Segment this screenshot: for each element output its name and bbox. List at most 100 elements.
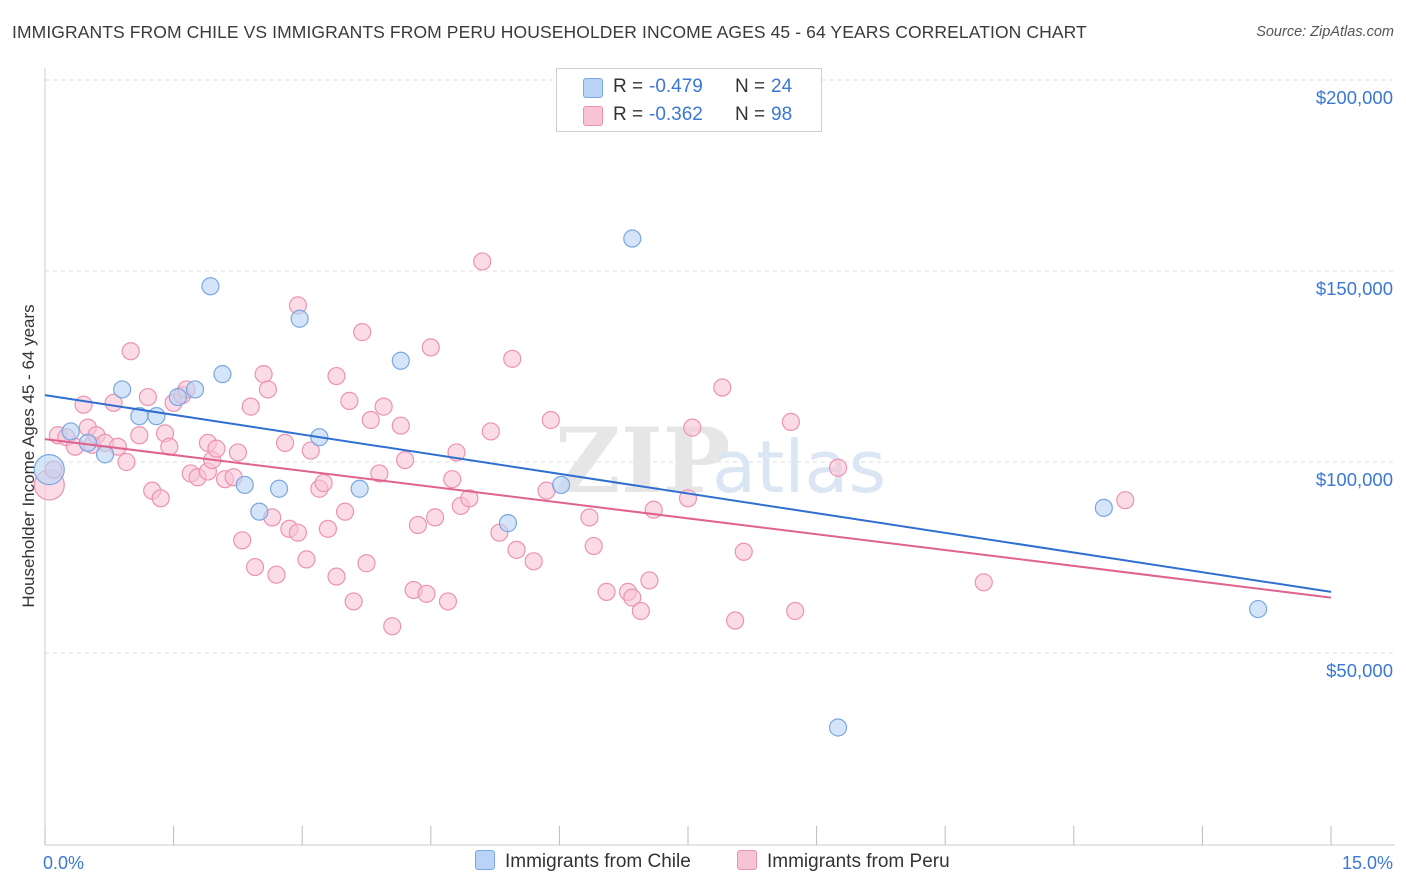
point-peru xyxy=(301,441,320,460)
point-chile xyxy=(95,445,115,464)
point-peru xyxy=(254,365,273,384)
point-chile xyxy=(113,380,132,399)
y-tick-label: $200,000 xyxy=(1316,87,1393,108)
point-peru xyxy=(541,410,560,430)
y-tick-label: $150,000 xyxy=(1316,278,1393,299)
point-chile xyxy=(213,365,232,384)
point-peru xyxy=(786,601,805,621)
legend-row-peru: R = -0.362 N = 98 xyxy=(557,101,821,129)
point-chile xyxy=(828,718,848,737)
point-chile xyxy=(235,475,254,495)
watermark-atlas: atlas xyxy=(712,425,886,509)
point-chile xyxy=(350,479,369,498)
point-peru xyxy=(327,366,346,386)
point-peru xyxy=(828,458,848,477)
point-peru xyxy=(374,397,393,416)
point-peru xyxy=(580,508,599,527)
point-chile xyxy=(168,387,187,407)
point-peru xyxy=(417,584,436,603)
point-peru xyxy=(130,426,149,445)
point-chile xyxy=(1094,498,1113,517)
point-peru xyxy=(584,536,603,556)
series-chile-points xyxy=(33,229,1268,737)
point-peru xyxy=(297,550,316,569)
point-peru xyxy=(473,252,492,271)
point-peru xyxy=(421,338,440,357)
point-peru xyxy=(258,380,278,399)
point-peru xyxy=(974,573,993,592)
point-peru xyxy=(245,557,265,577)
point-peru xyxy=(631,601,650,621)
point-peru xyxy=(228,443,247,462)
point-peru xyxy=(713,378,732,397)
point-peru xyxy=(408,515,428,535)
legend-row-chile: R = -0.479 N = 24 xyxy=(557,73,821,101)
legend-r-value: -0.362 xyxy=(649,104,703,125)
point-peru xyxy=(1116,491,1135,510)
point-peru xyxy=(74,395,93,414)
point-peru xyxy=(391,416,410,435)
trend-line-peru xyxy=(44,438,1332,599)
point-chile xyxy=(201,277,220,296)
point-peru xyxy=(395,450,415,470)
point-peru xyxy=(438,592,458,611)
point-peru xyxy=(507,540,526,559)
point-peru xyxy=(275,433,295,452)
point-chile xyxy=(1249,599,1268,619)
correlation-legend: R = -0.479 N = 24 R = -0.362 N = 98 xyxy=(556,68,822,132)
point-peru xyxy=(318,519,338,538)
legend-n-value: 98 xyxy=(771,104,793,125)
point-chile xyxy=(623,229,642,248)
point-peru xyxy=(207,439,226,458)
point-peru xyxy=(357,554,376,573)
point-peru xyxy=(353,323,372,342)
legend-n-label: N = xyxy=(735,104,766,125)
point-peru xyxy=(683,418,702,437)
point-peru xyxy=(267,565,286,584)
point-chile xyxy=(250,502,269,521)
point-peru xyxy=(640,571,659,590)
point-chile xyxy=(61,422,80,441)
point-peru xyxy=(138,387,157,407)
legend-r-label: R = xyxy=(613,76,644,97)
bottom-legend-label-chile: Immigrants from Chile xyxy=(505,851,691,872)
point-peru xyxy=(734,542,753,561)
point-peru xyxy=(361,410,380,430)
y-tick-label: $100,000 xyxy=(1316,469,1393,490)
point-peru xyxy=(370,464,389,483)
legend-r-value: -0.479 xyxy=(649,76,703,97)
point-peru xyxy=(151,489,170,508)
point-peru xyxy=(383,617,402,636)
point-peru xyxy=(340,391,359,410)
point-peru xyxy=(623,588,642,607)
y-tick-label: $50,000 xyxy=(1326,660,1393,681)
point-peru xyxy=(121,342,140,361)
chart-title: IMMIGRANTS FROM CHILE VS IMMIGRANTS FROM… xyxy=(12,22,1087,42)
point-peru xyxy=(726,611,745,630)
bottom-legend-label-peru: Immigrants from Peru xyxy=(767,851,950,872)
point-peru xyxy=(335,502,355,521)
point-chile xyxy=(552,475,571,495)
point-chile xyxy=(290,309,309,328)
point-chile xyxy=(147,407,166,426)
y-axis-title: Householder Income Ages 45 - 64 years xyxy=(19,304,38,607)
axis-labels: $50,000 $100,000 $150,000 $200,000 0.0% 15.0%… xyxy=(19,87,1393,873)
point-peru xyxy=(524,552,543,571)
point-peru xyxy=(503,349,522,368)
trend-line-chile xyxy=(44,394,1332,593)
point-peru xyxy=(443,470,462,489)
trend-lines xyxy=(44,394,1332,599)
point-peru xyxy=(781,412,800,431)
point-chile xyxy=(33,454,65,486)
point-peru xyxy=(597,582,616,601)
bottom-legend-peru: Immigrants from Peru xyxy=(737,850,950,873)
bottom-legend-swatch-peru xyxy=(737,850,757,870)
point-peru xyxy=(344,592,363,611)
point-peru xyxy=(241,397,260,416)
point-chile xyxy=(391,351,410,370)
bottom-legend-chile: Immigrants from Chile xyxy=(475,850,691,873)
x-tick-label: 15.0% xyxy=(1342,853,1393,873)
legend-r-label: R = xyxy=(613,104,644,125)
point-peru xyxy=(117,452,136,472)
